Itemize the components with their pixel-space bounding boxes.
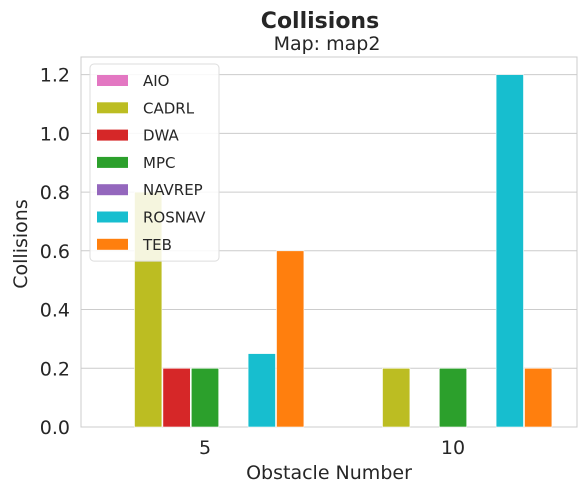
y-tick-label: 0.2 [40,358,70,380]
y-tick-label: 1.0 [40,123,70,145]
legend-label-aio: AIO [143,72,170,90]
bar-mpc-10 [438,367,467,428]
x-axis-label: Obstacle Number [246,462,412,484]
y-tick-label: 0.8 [40,182,70,204]
bars [134,74,553,428]
legend-label-teb: TEB [142,236,172,254]
y-tick-labels: 0.0 0.2 0.4 0.6 0.8 1.0 1.2 [40,65,70,439]
legend-label-cadrl: CADRL [143,99,195,117]
legend-label-rosnav: ROSNAV [143,209,206,227]
bar-dwa-5 [162,367,191,428]
x-tick-labels: 5 10 [199,437,465,459]
legend-swatch-cadrl [97,102,128,114]
legend: AIO CADRL DWA MPC NAVREP ROSNAV TEB [89,63,220,262]
legend-swatch-mpc [97,156,128,168]
bar-mpc-5 [191,367,220,428]
legend-swatch-aio [97,75,128,86]
y-tick-label: 1.2 [40,65,70,87]
legend-swatch-teb [97,238,128,250]
y-tick-label: 0.4 [40,300,70,322]
bar-cadrl-10 [382,367,411,428]
y-axis-label: Collisions [10,199,32,288]
x-tick-label: 5 [199,437,211,459]
chart-subtitle: Map: map2 [274,33,381,55]
plot-frame [80,56,578,428]
x-tick-label: 10 [441,437,465,459]
y-tick-label: 0.0 [40,417,70,439]
chart-title: Collisions [261,9,379,34]
legend-label-navrep: NAVREP [143,181,203,199]
bar-rosnav-5 [247,353,276,428]
legend-label-mpc: MPC [143,154,175,172]
legend-swatch-dwa [97,129,128,141]
y-tick-label: 0.6 [40,241,70,263]
bar-rosnav-10 [495,74,524,428]
bar-teb-10 [524,367,553,428]
bar-teb-5 [276,250,305,428]
legend-swatch-navrep [97,184,128,196]
legend-swatch-rosnav [97,211,128,223]
legend-label-dwa: DWA [143,127,180,145]
